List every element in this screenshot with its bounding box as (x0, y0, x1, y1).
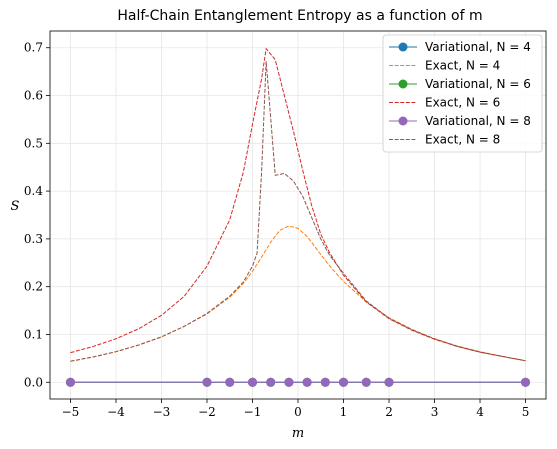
y-axis-label: S (11, 199, 20, 214)
x-tick-label: −3 (153, 405, 171, 419)
legend-marker (398, 42, 408, 52)
y-tick-label: 0.4 (24, 184, 43, 198)
plot-frame (49, 30, 547, 400)
y-tick-label: 0.0 (24, 375, 43, 389)
y-tick-label: 0.2 (24, 280, 43, 294)
x-tick-label: 3 (431, 405, 439, 419)
data-point-variational-n-8 (339, 377, 349, 387)
x-tick-label: 5 (522, 405, 530, 419)
series (65, 47, 531, 387)
x-tick-label: 0 (294, 405, 302, 419)
data-point-variational-n-8 (284, 377, 294, 387)
legend-box (382, 34, 543, 153)
legend-entry: Exact, N = 8 (425, 133, 500, 147)
data-point-variational-n-8 (521, 377, 531, 387)
x-tick-label: 2 (385, 405, 393, 419)
legend-entry: Variational, N = 4 (425, 40, 531, 54)
x-tick-label: −1 (244, 405, 262, 419)
legend: Variational, N = 4 Exact, N = 4 Variationa… (382, 34, 543, 153)
data-point-variational-n-8 (202, 377, 212, 387)
x-axis-label: m (292, 426, 304, 441)
data-point-variational-n-8 (225, 377, 235, 387)
ticks: −5 −4 −3 −2 −1 0 1 2 3 4 5 0.0 0.1 0.2 0.3 0.4 0.5 0.6 0.7 (24, 41, 529, 419)
series-line-exact-n-8 (70, 61, 526, 362)
legend-entry: Exact, N = 4 (425, 59, 500, 73)
legend-marker (398, 79, 408, 89)
y-tick-label: 0.3 (24, 232, 43, 246)
chart-title: Half-Chain Entanglement Entropy as a fun… (117, 8, 482, 24)
data-point-variational-n-8 (384, 377, 394, 387)
y-tick-label: 0.5 (24, 136, 43, 150)
legend-marker (398, 116, 408, 126)
x-tick-label: −2 (198, 405, 216, 419)
y-tick-label: 0.7 (24, 41, 43, 55)
legend-entry: Variational, N = 6 (425, 77, 531, 91)
y-tick-label: 0.6 (24, 89, 43, 103)
data-point-variational-n-8 (247, 377, 257, 387)
data-point-variational-n-8 (302, 377, 312, 387)
data-point-variational-n-8 (320, 377, 330, 387)
legend-entry: Exact, N = 6 (425, 96, 500, 110)
x-tick-label: −4 (107, 405, 125, 419)
x-tick-label: 1 (340, 405, 348, 419)
data-point-variational-n-8 (266, 377, 276, 387)
data-point-variational-n-8 (65, 377, 75, 387)
x-tick-label: −5 (62, 405, 80, 419)
x-tick-label: 4 (476, 405, 484, 419)
legend-entry: Variational, N = 8 (425, 114, 531, 128)
y-tick-label: 0.1 (24, 327, 43, 341)
data-point-variational-n-8 (361, 377, 371, 387)
